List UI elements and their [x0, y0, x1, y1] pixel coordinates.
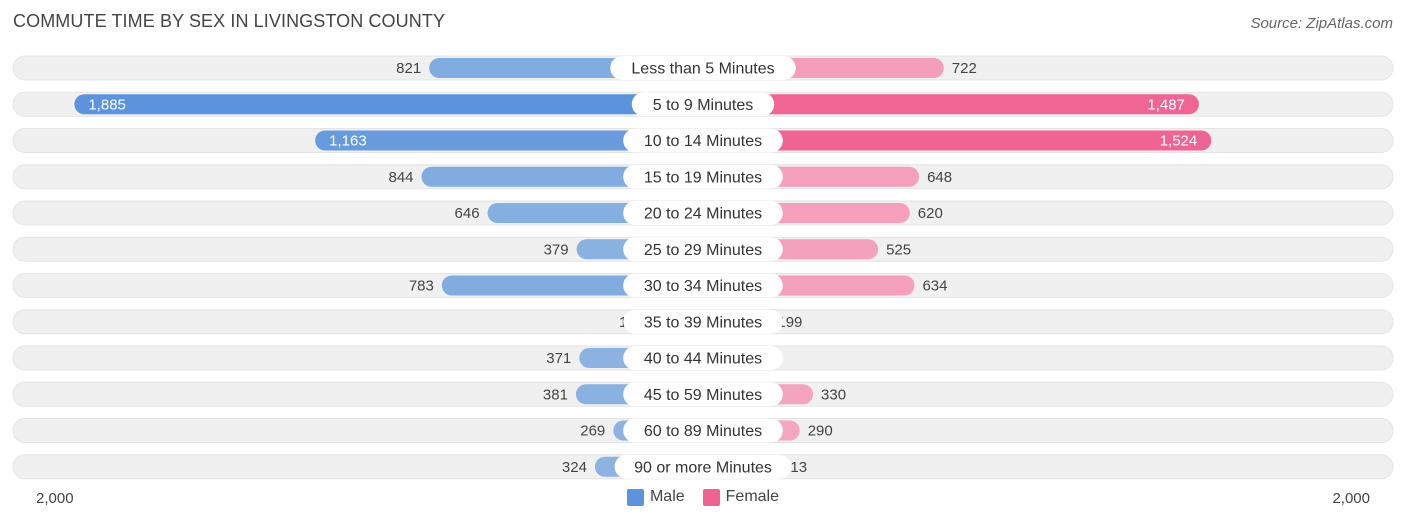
- axis-left-label: 2,000: [36, 490, 74, 507]
- male-value-label: 821: [396, 60, 421, 77]
- category-label-bg: [631, 92, 775, 117]
- chart-row: 783 634 30 to 34 Minutes: [12, 273, 1394, 298]
- category-label: 30 to 34 Minutes: [644, 278, 762, 295]
- female-value-label: 722: [952, 60, 977, 77]
- male-value-label: 379: [544, 241, 569, 258]
- chart-source: Source: ZipAtlas.com: [1250, 15, 1393, 32]
- category-label: Less than 5 Minutes: [631, 61, 774, 78]
- category-label-bg: [623, 309, 783, 334]
- category-label: 40 to 44 Minutes: [644, 351, 762, 368]
- chart-row: 646 620 20 to 24 Minutes: [12, 200, 1394, 226]
- female-value-label: 1,524: [1160, 133, 1198, 150]
- category-label: 10 to 14 Minutes: [644, 133, 762, 150]
- male-bar: [315, 130, 703, 151]
- female-value-label: 648: [927, 169, 952, 186]
- female-bar: [703, 94, 1199, 115]
- chart-row: 379 525 25 to 29 Minutes: [12, 236, 1394, 262]
- chart-row: 37114040 to 44 Minutes: [12, 345, 1394, 371]
- category-label: 60 to 89 Minutes: [644, 423, 762, 440]
- chart-title: COMMUTE TIME BY SEX IN LIVINGSTON COUNTY: [13, 11, 446, 31]
- legend-label-female: Female: [725, 488, 780, 505]
- female-value-label: 290: [808, 423, 833, 440]
- female-value-label: 620: [918, 205, 943, 222]
- legend-swatch-female: [702, 488, 720, 506]
- female-value-label: 634: [922, 278, 947, 295]
- category-label: 35 to 39 Minutes: [644, 314, 762, 331]
- category-label: 20 to 24 Minutes: [644, 206, 762, 223]
- chart-row: 1,885 1,487 5 to 9 Minutes: [12, 91, 1394, 117]
- category-label: 90 or more Minutes: [634, 459, 772, 476]
- female-value-label: 525: [886, 241, 911, 258]
- legend-swatch-male: [626, 488, 644, 506]
- male-value-label: 269: [580, 423, 605, 440]
- category-label: 15 to 19 Minutes: [644, 169, 762, 186]
- category-label: 45 to 59 Minutes: [644, 387, 762, 404]
- category-label-bg: [623, 164, 783, 189]
- male-bar: [74, 94, 704, 115]
- category-label: 5 to 9 Minutes: [653, 97, 754, 114]
- legend-item-male: Male: [626, 488, 685, 506]
- chart-row: 821 722 Less than 5 Minutes: [12, 55, 1394, 81]
- category-label-bg: [623, 346, 783, 370]
- female-bar: [703, 130, 1212, 151]
- category-label-bg: [610, 56, 796, 80]
- category-label-bg: [623, 273, 783, 298]
- category-label-bg: [623, 382, 783, 407]
- legend-label-male: Male: [649, 488, 685, 505]
- female-value-label: 330: [821, 386, 846, 403]
- chart-row: 269 290 60 to 89 Minutes: [12, 418, 1394, 443]
- male-value-label: 371: [546, 350, 571, 367]
- chart-row: 844 648 15 to 19 Minutes: [12, 164, 1394, 190]
- category-label-bg: [623, 418, 783, 443]
- male-value-label: 381: [543, 386, 568, 403]
- category-label: 25 to 29 Minutes: [644, 242, 762, 259]
- chart-row: 15319935 to 39 Minutes: [12, 309, 1394, 335]
- chart-row: 381 330 45 to 59 Minutes: [12, 381, 1394, 407]
- female-value-label: 199: [777, 314, 802, 331]
- chart-row: 1,163 1,524 10 to 14 Minutes: [12, 128, 1394, 153]
- male-value-label: 1,163: [329, 133, 367, 150]
- legend-item-female: Female: [702, 488, 780, 506]
- female-value-label: 1,487: [1147, 96, 1185, 113]
- commute-time-chart: 821 722 Less than 5 Minutes 1,885 1,487 5 to …: [12, 55, 1394, 480]
- male-value-label: 324: [562, 459, 587, 476]
- category-label-bg: [623, 201, 783, 225]
- category-label-bg: [623, 237, 783, 262]
- male-value-label: 844: [388, 169, 413, 186]
- legend: Male Female: [0, 488, 1406, 506]
- male-value-label: 783: [409, 278, 434, 295]
- male-value-label: 646: [455, 205, 480, 222]
- male-value-label: 1,885: [88, 96, 126, 113]
- category-label-bg: [623, 128, 783, 153]
- axis-right-label: 2,000: [1332, 490, 1370, 507]
- category-label-bg: [614, 454, 792, 479]
